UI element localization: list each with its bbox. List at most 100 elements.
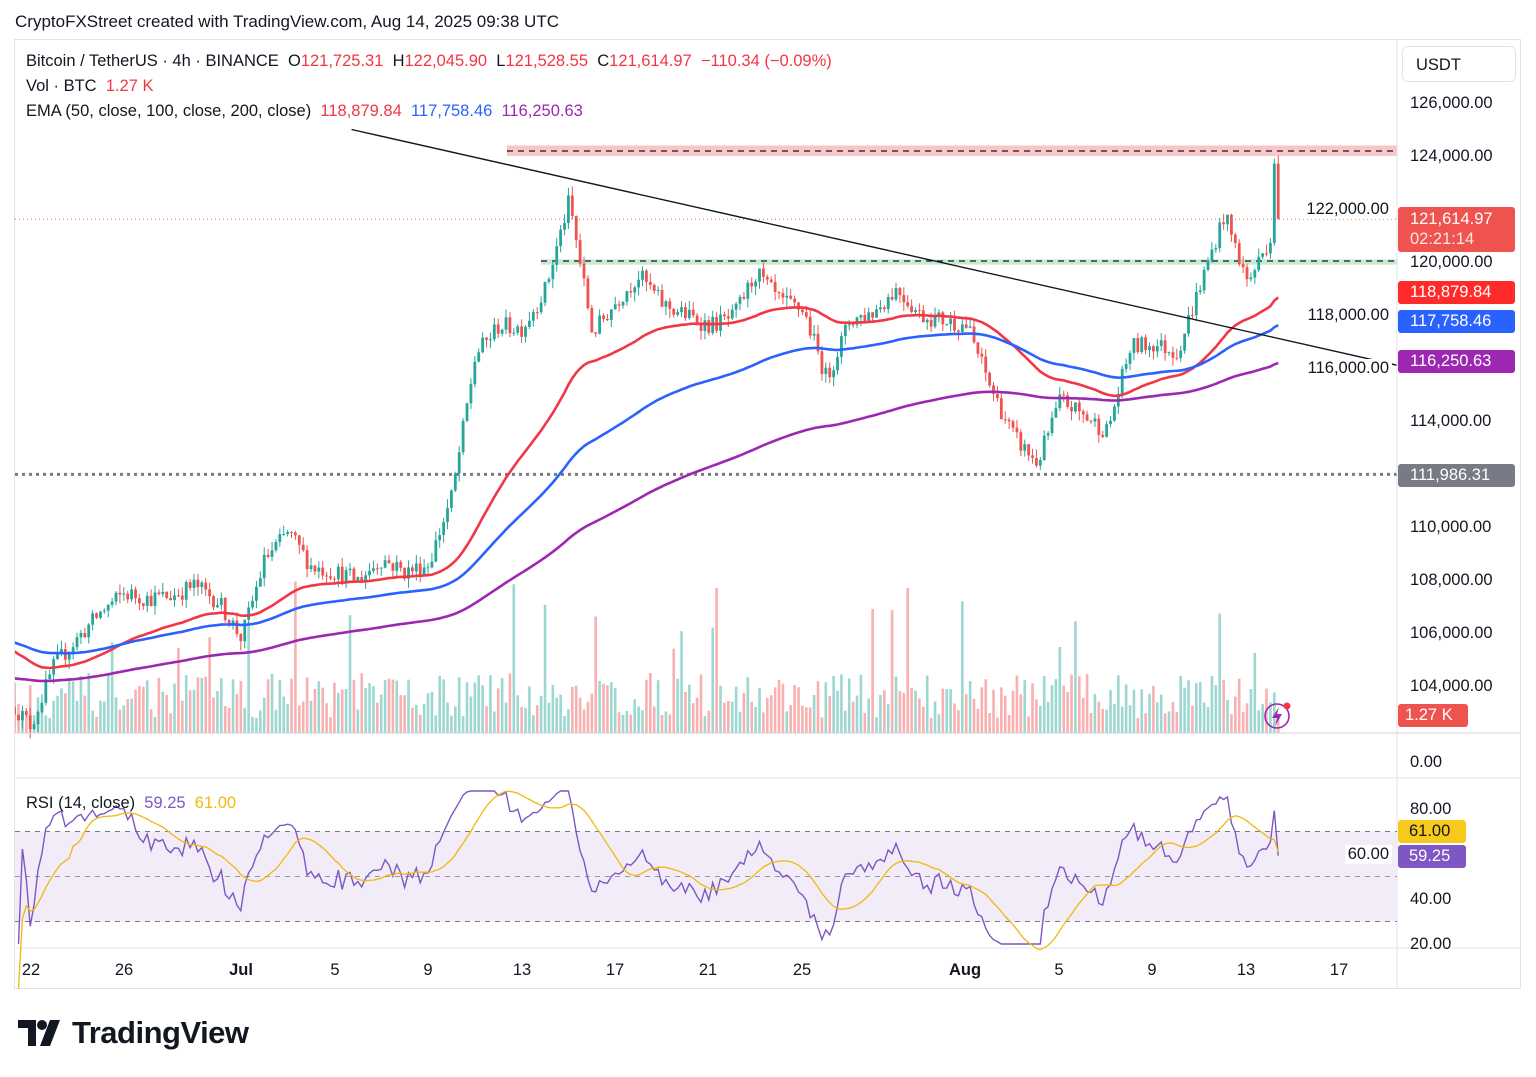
volume-bar bbox=[567, 709, 570, 733]
candle-body bbox=[414, 563, 418, 572]
candle-body bbox=[691, 309, 695, 316]
volume-bar bbox=[641, 710, 644, 733]
volume-bar bbox=[481, 685, 484, 733]
volume-bar bbox=[188, 690, 192, 733]
volume-bar bbox=[1039, 705, 1042, 733]
candle-body bbox=[1109, 420, 1112, 425]
low-value: 121,528.55 bbox=[505, 52, 589, 70]
candle-body bbox=[1179, 350, 1183, 358]
time-axis-label: 26 bbox=[114, 961, 134, 979]
volume-bar bbox=[1042, 676, 1046, 733]
ema200-tag: 116,250.63 bbox=[1398, 350, 1515, 373]
candle-body bbox=[664, 301, 668, 307]
candle-body bbox=[929, 319, 933, 327]
volume-bar bbox=[844, 710, 847, 733]
volume-bar bbox=[411, 707, 414, 733]
tradingview-logo[interactable]: TradingView bbox=[18, 1015, 249, 1051]
volume-bar bbox=[555, 697, 559, 733]
volume-bar bbox=[1269, 702, 1272, 733]
time-axis-label: 22 bbox=[21, 961, 41, 979]
volume-bar bbox=[383, 680, 387, 733]
candle-body bbox=[543, 281, 547, 303]
volume-bar bbox=[672, 648, 676, 733]
volume-bar bbox=[1015, 675, 1019, 733]
price-axis-label: 108,000.00 bbox=[1410, 571, 1493, 589]
candle-body bbox=[130, 589, 134, 600]
candle-body bbox=[294, 532, 297, 536]
volume-bar bbox=[1058, 647, 1062, 733]
candle-body bbox=[145, 595, 149, 606]
time-axis-label: 9 bbox=[1147, 961, 1157, 979]
candle-body bbox=[1081, 411, 1085, 415]
candle-body bbox=[216, 605, 219, 608]
candle-body bbox=[1023, 444, 1027, 451]
candle-body bbox=[24, 711, 28, 716]
candle-body bbox=[1249, 277, 1253, 280]
volume-bar bbox=[130, 698, 133, 733]
header-caption: CryptoFXStreet created with TradingView.… bbox=[15, 12, 559, 31]
ema-label[interactable]: EMA (50, close, 100, close, 200, close) bbox=[26, 102, 312, 120]
volume-bar bbox=[1210, 676, 1214, 733]
candle-body bbox=[1066, 395, 1070, 407]
candle-body bbox=[184, 582, 188, 600]
volume-bar bbox=[512, 584, 516, 733]
candle-body bbox=[1276, 163, 1280, 220]
volume-bar bbox=[313, 688, 317, 733]
volume-bar bbox=[71, 681, 75, 733]
volume-bar bbox=[590, 693, 594, 733]
volume-bar bbox=[945, 689, 949, 733]
candle-body bbox=[996, 393, 999, 399]
candle-body bbox=[968, 326, 972, 328]
volume-bar bbox=[851, 701, 855, 733]
candle-body bbox=[1038, 459, 1042, 466]
volume-bar bbox=[227, 707, 231, 733]
volume-bar bbox=[933, 701, 937, 733]
ema100-line bbox=[15, 323, 1279, 655]
candle-body bbox=[403, 567, 407, 579]
volume-bar bbox=[953, 703, 956, 733]
candle-body bbox=[48, 674, 52, 680]
volume-bar bbox=[477, 675, 481, 733]
volume-tag: 1.27 K bbox=[1398, 704, 1468, 727]
volume-label[interactable]: Vol · BTC bbox=[26, 77, 97, 95]
candle-body bbox=[836, 356, 839, 371]
candle-body bbox=[598, 315, 602, 334]
rsi-label[interactable]: RSI (14, close) bbox=[26, 794, 136, 812]
candle-body bbox=[851, 324, 855, 326]
candle-body bbox=[1031, 455, 1034, 458]
candle-body bbox=[473, 361, 477, 385]
candle-body bbox=[1206, 260, 1210, 270]
volume-bar bbox=[1214, 685, 1218, 733]
candle-body bbox=[1105, 424, 1109, 437]
volume-bar bbox=[251, 716, 254, 733]
volume-bar bbox=[656, 680, 660, 733]
candle-body bbox=[196, 579, 200, 588]
time-axis-label: 25 bbox=[792, 961, 812, 979]
candle-body bbox=[99, 611, 102, 618]
symbol-name[interactable]: Bitcoin / TetherUS · 4h · BINANCE bbox=[26, 52, 279, 70]
volume-bar bbox=[485, 706, 488, 733]
candle-body bbox=[71, 647, 75, 653]
candle-body bbox=[1272, 163, 1276, 243]
candle-body bbox=[32, 724, 36, 730]
candle-body bbox=[356, 577, 360, 581]
rsi-ma-tag: 61.00 bbox=[1398, 820, 1466, 843]
candle-body bbox=[1233, 234, 1237, 244]
volume-bar bbox=[1222, 680, 1225, 733]
candle-body bbox=[937, 312, 941, 315]
candle-body bbox=[555, 246, 559, 265]
currency-button[interactable]: USDT bbox=[1402, 46, 1516, 82]
volume-bar bbox=[949, 688, 952, 733]
volume-bar bbox=[67, 677, 71, 733]
candle-body bbox=[1202, 269, 1206, 291]
volume-bar bbox=[403, 695, 406, 733]
volume-bar bbox=[801, 705, 804, 733]
volume-bar bbox=[734, 686, 738, 733]
ema100-tag: 117,758.46 bbox=[1398, 310, 1515, 333]
rsi-axis-label: 60.00 bbox=[1344, 845, 1392, 864]
volume-bar bbox=[1035, 699, 1038, 733]
candle-body bbox=[1210, 249, 1214, 261]
volume-bar bbox=[762, 712, 765, 733]
volume-bar bbox=[407, 679, 410, 733]
